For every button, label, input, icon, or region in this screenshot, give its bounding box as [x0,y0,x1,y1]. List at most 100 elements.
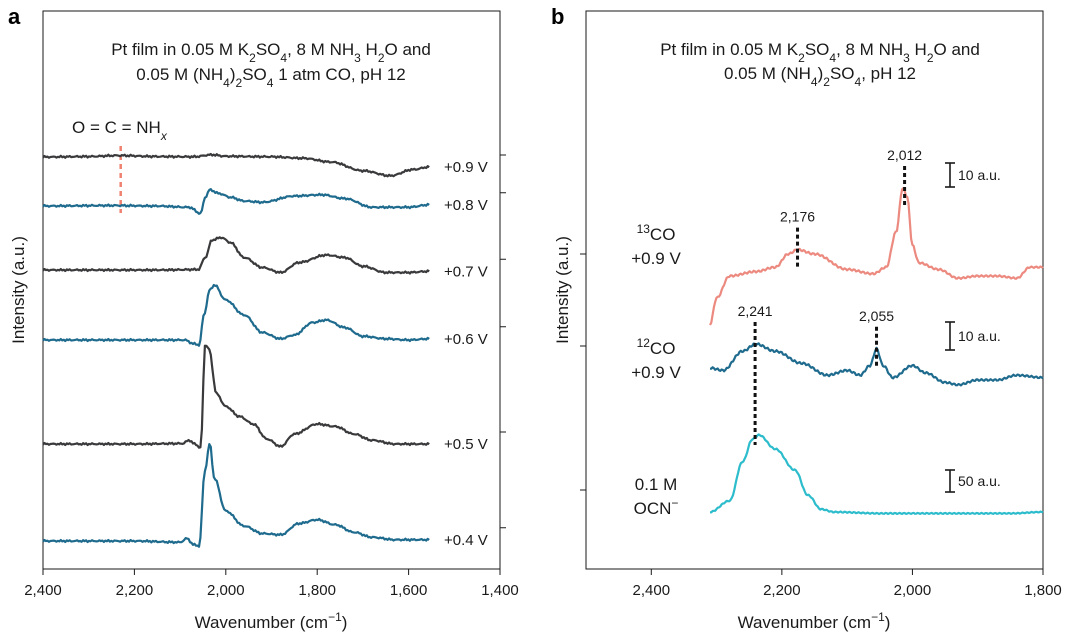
x-label-sup: −1 [328,610,342,624]
legend-sup: 13 [637,222,651,236]
title-part: H [361,40,378,59]
title-part: , 8 M NH [287,40,354,59]
title-part: SO [242,65,267,84]
x-label-end: ) [342,613,348,632]
legend-name-2: +0.9 V [631,249,681,268]
title-part: 4 [280,51,287,65]
title-part: O and [934,40,980,59]
title-part: 3 [354,51,361,65]
annotation-main: O = C = NH [72,118,161,137]
x-axis-label-a: Wavenumber (cm−1) [195,610,348,632]
title-part: 4 [829,51,836,65]
title-part: 3 [903,51,910,65]
title-part: 4 [223,76,230,90]
title-part: 0.05 M (NH [724,64,811,83]
annotation-sub: x [160,129,168,143]
chart-panel-a: Pt film in 0.05 M K2SO4, 8 M NH3 H2O and… [9,10,519,632]
panel-a-letter: a [8,4,21,29]
legend-entry-b: 12CO [637,336,676,358]
scale-bar-label: 10 a.u. [958,328,1001,344]
series-line-b [709,433,1044,516]
title-part: 2 [823,75,830,89]
legend-entry-a: +0.7 V [444,263,488,280]
x-tick-label: 2,000 [894,582,932,599]
title-part: Pt film in 0.05 M K [111,40,250,59]
title-part: 2 [378,51,385,65]
title-part: 0.05 M (NH [136,65,223,84]
series-line-a [42,344,430,449]
title-part: 2 [798,51,805,65]
legend-name-2: OCN [634,499,672,518]
legend-entry-a: +0.6 V [444,331,488,348]
x-axis-a: 2,400 2,200 2,000 1,800 1,600 1,400 [24,569,519,599]
legend-entry-b: 0.1 M [635,475,678,494]
title-part: 4 [855,75,862,89]
x-tick-label: 2,000 [207,582,245,599]
title-part: 4 [811,75,818,89]
x-tick-label: 2,200 [763,582,801,599]
legend-entry-a: +0.9 V [444,159,488,176]
x-label-end: ) [885,613,891,632]
series-line-a [42,443,430,548]
series-line-a [42,236,430,275]
x-tick-label: 1,800 [298,582,336,599]
legend-entry-b: 13CO [637,222,676,244]
legend-sup: 12 [637,336,651,350]
legend-entry-a: +0.5 V [444,436,488,453]
legend-entry-b-line2: +0.9 V [631,363,681,382]
chart-panel-b: Pt film in 0.05 M K2SO4, 8 M NH3 H2O and… [553,10,1062,632]
series-line-a [42,188,430,215]
title-a-line1: Pt film in 0.05 M K2SO4, 8 M NH3 H2O and [111,40,431,65]
x-label-main: Wavenumber (cm [195,613,329,632]
title-b-line1: Pt film in 0.05 M K2SO4, 8 M NH3 H2O and [660,40,980,65]
legend-name: 0.1 M [635,475,678,494]
peak-label: 2,176 [780,209,815,225]
title-part: , 8 M NH [836,40,903,59]
peak-label: 2,241 [738,303,773,319]
legend-entry-a: +0.4 V [444,532,488,549]
x-label-sup: −1 [871,610,885,624]
title-part: H [910,40,927,59]
series-group-a: +0.9 V +0.8 V +0.7 V +0.6 V +0.5 V +0.4 V [42,152,506,549]
title-part: Pt film in 0.05 M K [660,40,799,59]
legend-entry-b-line2: +0.9 V [631,249,681,268]
title-b-line2: 0.05 M (NH4)2SO4, pH 12 [724,64,916,89]
series-line-a [42,152,430,178]
title-part: SO [256,40,281,59]
annotation-label: O = C = NHx [72,118,168,143]
legend-entry-a: +0.8 V [444,197,488,214]
panel-b-letter: b [551,4,564,29]
scale-bar-label: 50 a.u. [958,473,1001,489]
y-axis-label-b: Intensity (a.u.) [553,236,572,344]
x-tick-label: 2,400 [24,582,62,599]
title-part: O and [385,40,431,59]
title-part: ) [230,65,236,84]
annotation-a: O = C = NHx [72,118,168,213]
peak-label: 2,055 [859,308,894,324]
title-part: 2 [236,76,243,90]
title-part: 2 [927,51,934,65]
x-axis-label-b: Wavenumber (cm−1) [738,610,891,632]
title-part: SO [805,40,830,59]
legend-name: CO [650,225,676,244]
series-line-b [709,187,1044,326]
title-part: 2 [249,51,256,65]
title-part: , pH 12 [861,64,916,83]
title-part: 4 [267,76,274,90]
x-tick-label: 2,400 [633,582,671,599]
legend-name: CO [650,339,676,358]
peak-label: 2,012 [887,147,922,163]
legend-name-2: +0.9 V [631,363,681,382]
x-tick-label: 2,200 [116,582,154,599]
y-axis-label-a: Intensity (a.u.) [9,236,28,344]
legend-entry-b-line2: OCN− [634,496,679,518]
scale-bar-label: 10 a.u. [958,167,1001,183]
x-tick-label: 1,600 [390,582,428,599]
x-label-main: Wavenumber (cm [738,613,872,632]
x-tick-label: 1,800 [1024,582,1062,599]
legend-sup-2: − [671,496,678,510]
plot-frame-a [42,10,501,570]
title-part: 1 atm CO, pH 12 [273,65,405,84]
